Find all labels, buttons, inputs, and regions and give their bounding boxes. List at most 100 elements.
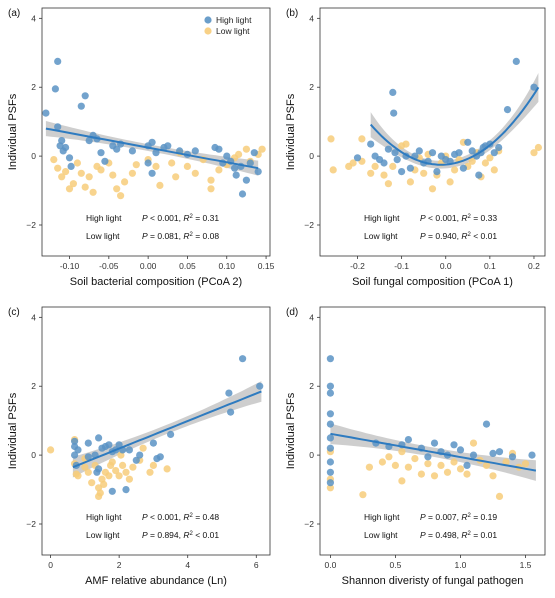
high-light-point: [353, 154, 362, 162]
low-light-point: [428, 185, 437, 193]
low-light-point: [329, 166, 337, 174]
high-light-point: [428, 149, 437, 157]
low-light-point: [65, 185, 74, 193]
high-light-point: [101, 157, 109, 165]
high-light-point: [389, 88, 397, 96]
high-light-point: [508, 453, 517, 461]
low-light-point: [349, 159, 357, 167]
low-light-point: [95, 492, 103, 500]
low-light-point: [73, 159, 81, 167]
low-light-point: [81, 463, 89, 471]
panel-a: (a) -0.10 -0.05 0.00 0.05 0.10 0.15 −2 0 2 4 Soil b…: [7, 7, 275, 288]
y-tick-label: 2: [309, 381, 314, 391]
y-tick-label: 4: [309, 13, 314, 23]
high-light-point: [326, 382, 334, 390]
y-tick-label: 0: [309, 450, 314, 460]
x-tick-label: 0.0: [440, 261, 452, 271]
fit-line: [330, 432, 537, 472]
x-tick-label: 4: [185, 560, 190, 570]
high-light-point: [326, 468, 334, 476]
panel-label: (c): [8, 307, 20, 318]
high-light-point: [250, 149, 258, 157]
high-light-point: [81, 92, 89, 100]
high-light-point: [62, 143, 70, 152]
low-light-point: [168, 159, 176, 167]
panel-label: (a): [8, 8, 20, 19]
low-light-point: [117, 192, 125, 200]
low-light-point: [112, 467, 120, 475]
low-light-point: [62, 168, 70, 176]
legend-entry: High light: [216, 15, 252, 25]
low-light-point: [327, 135, 335, 143]
panel-label: (b): [286, 8, 298, 19]
high-light-point: [149, 439, 157, 447]
high-light-point: [136, 451, 144, 459]
high-light-point: [406, 164, 414, 172]
x-tick-label: 2: [117, 560, 122, 570]
high-light-point: [463, 461, 471, 469]
low-light-point: [183, 162, 191, 170]
low-light-point: [437, 461, 445, 469]
high-light-point: [326, 420, 334, 428]
low-light-point: [490, 166, 498, 174]
low-light-point: [534, 143, 543, 152]
high-light-point: [156, 453, 164, 461]
low-light-point: [489, 472, 497, 480]
high-light-point: [433, 168, 441, 176]
low-light-point: [191, 169, 199, 177]
high-light-point: [148, 169, 156, 177]
low-light-point: [115, 472, 123, 480]
low-light-point: [495, 492, 504, 500]
x-tick-label: 0.5: [390, 560, 402, 570]
x-axis-label: Shannon diveristy of fungal pathogen: [342, 575, 524, 587]
low-light-point: [207, 185, 215, 193]
high-light-point: [242, 176, 250, 184]
high-light-point: [108, 487, 116, 495]
low-light-point: [156, 181, 164, 189]
x-tick-label: 0: [48, 560, 53, 570]
x-tick-label: 0.00: [140, 261, 157, 271]
panel-d: (d) 0.0 0.5 1.0 1.5 −2 0 2 4 Shannon diveristy of…: [285, 306, 546, 587]
high-light-point: [326, 479, 334, 487]
high-light-point: [54, 123, 62, 131]
high-light-point: [67, 162, 75, 170]
high-light-point: [128, 147, 136, 155]
stat-group-label: Low light: [86, 530, 120, 540]
low-light-point: [258, 145, 266, 153]
y-tick-label: 2: [31, 381, 36, 391]
x-tick-label: -0.1: [394, 261, 409, 271]
panel-c: (c) 0 2 4 6 −2 0 2 4 AMF relative abundance (Ln) I…: [7, 306, 271, 587]
low-light-point: [469, 439, 478, 447]
high-light-point: [456, 446, 465, 454]
low-light-point: [89, 188, 97, 196]
y-axis-label: Individual PSFs: [7, 93, 19, 170]
high-light-point: [326, 410, 334, 418]
low-light-point: [146, 468, 154, 476]
low-light-point: [54, 164, 62, 172]
low-light-point: [424, 460, 432, 468]
high-light-point: [51, 85, 60, 93]
low-light-point: [482, 461, 491, 469]
high-light-point: [132, 456, 140, 464]
low-light-point: [468, 157, 476, 165]
stat-value: P < 0.001, R2 = 0.31: [142, 213, 219, 223]
high-light-point: [122, 486, 130, 494]
high-light-point: [450, 441, 458, 449]
plot-frame: [319, 7, 546, 257]
low-light-point: [122, 468, 130, 476]
high-light-point: [489, 449, 497, 457]
x-tick-label: -0.10: [60, 261, 80, 271]
high-light-point: [42, 109, 50, 117]
low-light-point: [152, 162, 160, 170]
high-light-point: [398, 168, 406, 176]
stat-value: P = 0.940, R2 < 0.01: [420, 231, 497, 241]
high-light-point: [105, 441, 113, 449]
high-light-point: [326, 389, 334, 397]
low-light-point: [74, 472, 82, 480]
stat-value: P = 0.498, R2 = 0.01: [420, 530, 497, 540]
low-light-point: [398, 477, 406, 485]
low-light-point: [69, 180, 77, 188]
high-light-point: [215, 145, 223, 153]
high-light-point: [74, 446, 82, 454]
high-light-point: [71, 437, 79, 445]
